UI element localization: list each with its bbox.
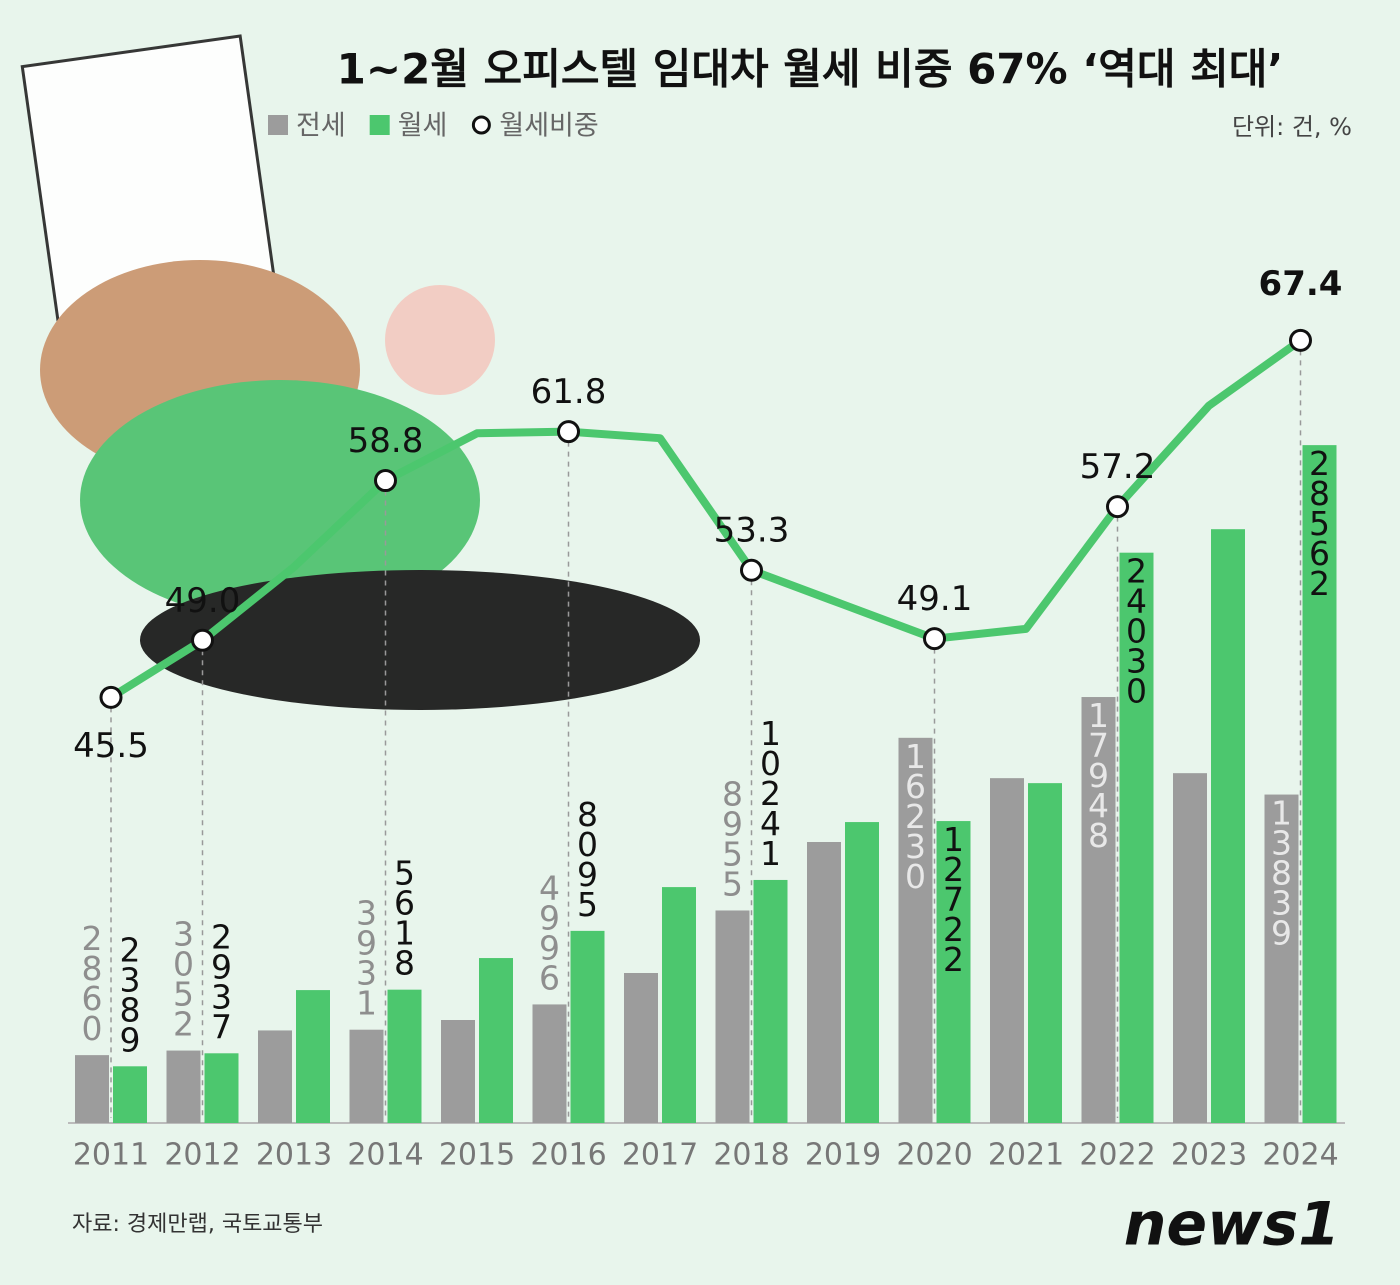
x-tick-label: 2017 (622, 1138, 698, 1173)
plot-area: 2011 2012 2013 2014 2015 2016 2017 2018 2019 2020… (68, 264, 1345, 1173)
bar (624, 973, 658, 1123)
legend: 전세 월세 월세비중 (268, 111, 599, 142)
data-label: 67.4 (1259, 264, 1343, 304)
legend-swatch (369, 115, 390, 135)
x-tick-label: 2020 (896, 1138, 972, 1173)
bar (1028, 783, 1062, 1123)
bar (166, 1050, 201, 1123)
data-label: 49.0 (165, 581, 241, 621)
logo: news1 (1124, 1190, 1340, 1260)
bar (204, 1053, 239, 1123)
bar (387, 989, 422, 1123)
point (99, 685, 123, 709)
point (557, 420, 580, 444)
x-tick-label: 2024 (1262, 1138, 1338, 1173)
legend-swatch (471, 115, 491, 135)
x-tick-label: 2015 (439, 1138, 515, 1173)
bar (75, 1055, 109, 1123)
data-label: 61.8 (531, 372, 607, 412)
x-tick-label: 2018 (713, 1138, 789, 1173)
legend-label: 월세비중 (499, 111, 598, 142)
x-tick-label: 2012 (164, 1138, 240, 1173)
legend-label: 전세 (296, 111, 346, 142)
bar (258, 1030, 292, 1123)
bar (479, 958, 513, 1123)
bar (715, 910, 750, 1123)
bar (898, 737, 933, 1123)
bar (113, 1066, 147, 1123)
bar (990, 778, 1024, 1123)
bar (936, 821, 971, 1123)
x-tick-label: 2019 (805, 1138, 881, 1173)
bar (1081, 697, 1116, 1123)
bar (570, 930, 605, 1123)
bar (296, 990, 330, 1123)
bar (807, 841, 841, 1123)
data-label: 57.2 (1080, 447, 1156, 487)
bar (532, 1004, 567, 1123)
illustration (20, 34, 700, 710)
point (740, 558, 763, 582)
x-tick-label: 2014 (347, 1138, 423, 1173)
data-label: 58.8 (348, 421, 424, 461)
bar (1211, 529, 1245, 1123)
bar (441, 1019, 475, 1123)
point (374, 469, 397, 493)
bar (1173, 773, 1207, 1123)
data-label: 49.1 (897, 579, 973, 619)
bar (349, 1029, 384, 1123)
point (1106, 495, 1129, 519)
source: 자료: 경제만랩, 국토교통부 (72, 1212, 323, 1237)
legend-swatch (268, 115, 288, 135)
bar (662, 887, 696, 1123)
line (108, 337, 1303, 701)
bar (1119, 552, 1154, 1123)
data-label: 45.5 (73, 726, 149, 766)
point (1289, 328, 1312, 352)
x-tick-label: 2016 (530, 1138, 606, 1173)
legend-label: 월세 (398, 111, 448, 142)
x-tick-label: 2023 (1171, 1138, 1247, 1173)
unit-note: 단위: 건, % (1232, 113, 1352, 141)
bar (753, 879, 788, 1123)
x-tick-label: 2021 (988, 1138, 1064, 1173)
data-label: 53.3 (714, 511, 790, 551)
x-tick-label: 2013 (256, 1138, 332, 1173)
bar (845, 822, 879, 1123)
point (923, 627, 946, 651)
x-tick-label: 2022 (1079, 1138, 1155, 1173)
point (191, 628, 214, 652)
x-tick-label: 2011 (73, 1138, 149, 1173)
bar (1264, 794, 1299, 1123)
chart-title: 1~2월 오피스텔 임대차 월세 비중 67% ‘역대 최대’ (337, 45, 1284, 94)
bar (1302, 445, 1337, 1123)
